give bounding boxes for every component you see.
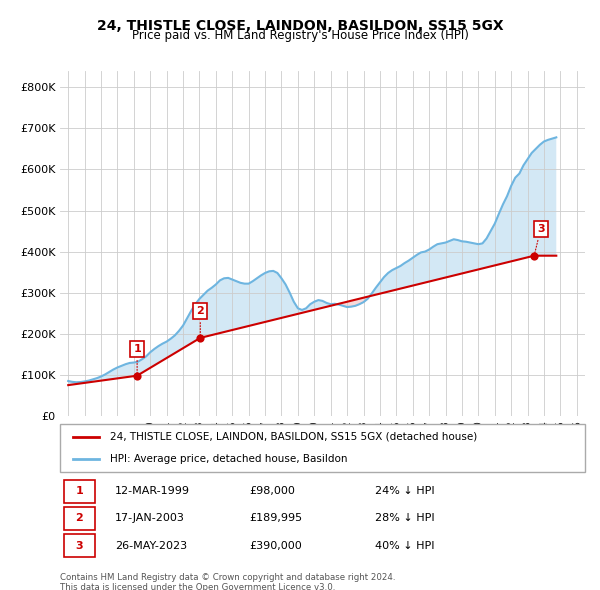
FancyBboxPatch shape xyxy=(60,424,585,472)
Text: £390,000: £390,000 xyxy=(249,540,302,550)
Text: 24, THISTLE CLOSE, LAINDON, BASILDON, SS15 5GX (detached house): 24, THISTLE CLOSE, LAINDON, BASILDON, SS… xyxy=(110,432,477,442)
FancyBboxPatch shape xyxy=(64,507,95,530)
Text: Price paid vs. HM Land Registry's House Price Index (HPI): Price paid vs. HM Land Registry's House … xyxy=(131,30,469,42)
Text: £98,000: £98,000 xyxy=(249,486,295,496)
Text: 1: 1 xyxy=(76,486,83,496)
Text: HPI: Average price, detached house, Basildon: HPI: Average price, detached house, Basi… xyxy=(110,454,347,464)
Text: 3: 3 xyxy=(535,224,545,253)
Text: Contains HM Land Registry data © Crown copyright and database right 2024.: Contains HM Land Registry data © Crown c… xyxy=(60,573,395,582)
Text: 26-MAY-2023: 26-MAY-2023 xyxy=(115,540,187,550)
Point xyxy=(133,371,142,381)
Text: £189,995: £189,995 xyxy=(249,513,302,523)
Text: 12-MAR-1999: 12-MAR-1999 xyxy=(115,486,190,496)
Text: 24% ↓ HPI: 24% ↓ HPI xyxy=(375,486,434,496)
Text: 24, THISTLE CLOSE, LAINDON, BASILDON, SS15 5GX: 24, THISTLE CLOSE, LAINDON, BASILDON, SS… xyxy=(97,19,503,33)
Text: 2: 2 xyxy=(76,513,83,523)
Text: 28% ↓ HPI: 28% ↓ HPI xyxy=(375,513,434,523)
Text: 1: 1 xyxy=(133,344,141,373)
FancyBboxPatch shape xyxy=(64,534,95,558)
Point xyxy=(196,333,205,343)
Text: 2: 2 xyxy=(196,306,204,335)
Text: 3: 3 xyxy=(76,540,83,550)
Text: This data is licensed under the Open Government Licence v3.0.: This data is licensed under the Open Gov… xyxy=(60,583,335,590)
Point xyxy=(529,251,539,260)
FancyBboxPatch shape xyxy=(64,480,95,503)
Text: 17-JAN-2003: 17-JAN-2003 xyxy=(115,513,185,523)
Text: 40% ↓ HPI: 40% ↓ HPI xyxy=(375,540,434,550)
